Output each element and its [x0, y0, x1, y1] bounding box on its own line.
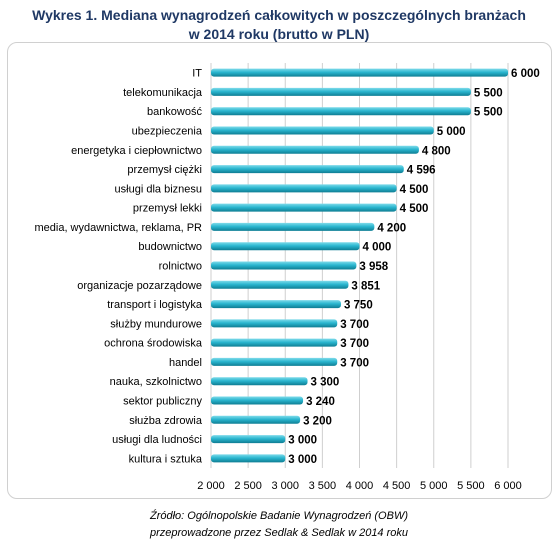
bar	[211, 319, 338, 328]
chart-title: Wykres 1. Mediana wynagrodzeń całkowityc…	[0, 6, 558, 44]
bar	[211, 87, 471, 96]
bar	[211, 107, 471, 116]
value-label: 4 800	[422, 145, 451, 157]
value-label: 3 700	[340, 338, 369, 350]
category-label: służba zdrowia	[129, 415, 203, 427]
value-label: 3 000	[288, 454, 317, 466]
bar	[211, 454, 286, 463]
bar	[211, 203, 397, 212]
x-tick-label: 2 000	[197, 480, 225, 492]
value-label: 4 200	[377, 222, 406, 234]
category-label: energetyka i ciepłownictwo	[71, 145, 202, 157]
category-label: przemysł lekki	[133, 203, 202, 215]
category-label: przemysł ciężki	[127, 164, 202, 176]
value-label: 3 700	[340, 357, 369, 369]
category-label: nauka, szkolnictwo	[110, 376, 202, 388]
x-tick-label: 5 500	[457, 480, 485, 492]
category-label: ochrona środowiska	[104, 338, 203, 350]
chart-title-line-2: w 2014 roku (brutto w PLN)	[188, 26, 370, 42]
bar	[211, 415, 301, 424]
category-labels: IT telekomunikacja bankowość ubezpieczenia e…	[34, 68, 202, 466]
category-label: IT	[192, 68, 202, 80]
chart-title-line-1: Wykres 1. Mediana wynagrodzeń całkowityc…	[32, 7, 526, 23]
category-label: służby mundurowe	[110, 318, 202, 330]
value-labels: 6 000 5 500 5 500 5 000 4 800 4 596 4 500 4 500…	[288, 68, 540, 466]
bar	[211, 377, 308, 386]
category-label: usługi dla biznesu	[115, 183, 202, 195]
x-axis-ticks: 2 000 2 500 3 000 3 500 4 000 4 500 5 000 5 500…	[197, 480, 522, 492]
value-label: 4 500	[400, 184, 429, 196]
bar	[211, 280, 349, 289]
value-label: 6 000	[511, 68, 540, 80]
bar	[211, 242, 360, 251]
bar	[211, 126, 434, 135]
value-label: 4 500	[400, 203, 429, 215]
value-label: 3 851	[351, 280, 380, 292]
bar	[211, 145, 419, 154]
value-label: 5 500	[474, 87, 503, 99]
x-tick-label: 3 500	[309, 480, 337, 492]
bar	[211, 68, 508, 77]
value-label: 3 958	[359, 261, 388, 273]
value-label: 4 596	[407, 165, 436, 177]
category-label: budownictwo	[138, 241, 202, 253]
source-line-1: Źródło: Ogólnopolskie Badanie Wynagrodze…	[149, 510, 408, 522]
category-label: transport i logistyka	[107, 299, 203, 311]
bars	[211, 68, 508, 463]
x-tick-label: 6 000	[494, 480, 522, 492]
value-label: 3 240	[306, 396, 335, 408]
category-label: telekomunikacja	[123, 87, 203, 99]
bar	[211, 396, 304, 405]
category-label: kultura i sztuka	[129, 453, 203, 465]
bar	[211, 222, 375, 231]
value-label: 5 000	[437, 126, 466, 138]
value-label: 3 750	[344, 300, 373, 312]
category-label: sektor publiczny	[123, 396, 202, 408]
value-label: 3 700	[340, 319, 369, 331]
value-label: 3 000	[288, 435, 317, 447]
x-tick-label: 3 000	[271, 480, 299, 492]
category-label: usługi dla ludności	[112, 434, 202, 446]
value-label: 4 000	[363, 242, 392, 254]
source-note: Źródło: Ogólnopolskie Badanie Wynagrodze…	[0, 508, 558, 542]
category-label: handel	[169, 357, 202, 369]
bar	[211, 357, 338, 366]
x-tick-label: 5 000	[420, 480, 448, 492]
bar	[211, 300, 341, 309]
category-label: media, wydawnictwa, reklama, PR	[34, 222, 202, 234]
category-label: ubezpieczenia	[132, 126, 203, 138]
category-label: bankowość	[147, 106, 203, 118]
bar	[211, 261, 357, 270]
bar	[211, 338, 338, 347]
category-label: organizacje pozarządowe	[77, 280, 202, 292]
x-tick-label: 4 000	[346, 480, 374, 492]
bar	[211, 165, 404, 174]
value-label: 3 300	[311, 377, 340, 389]
category-label: rolnictwo	[159, 261, 202, 273]
bar	[211, 435, 286, 444]
value-label: 5 500	[474, 107, 503, 119]
x-tick-label: 2 500	[234, 480, 262, 492]
x-tick-label: 4 500	[383, 480, 411, 492]
value-label: 3 200	[303, 415, 332, 427]
bar	[211, 184, 397, 193]
source-line-2: przeprowadzone przez Sedlak & Sedlak w 2…	[149, 527, 409, 539]
